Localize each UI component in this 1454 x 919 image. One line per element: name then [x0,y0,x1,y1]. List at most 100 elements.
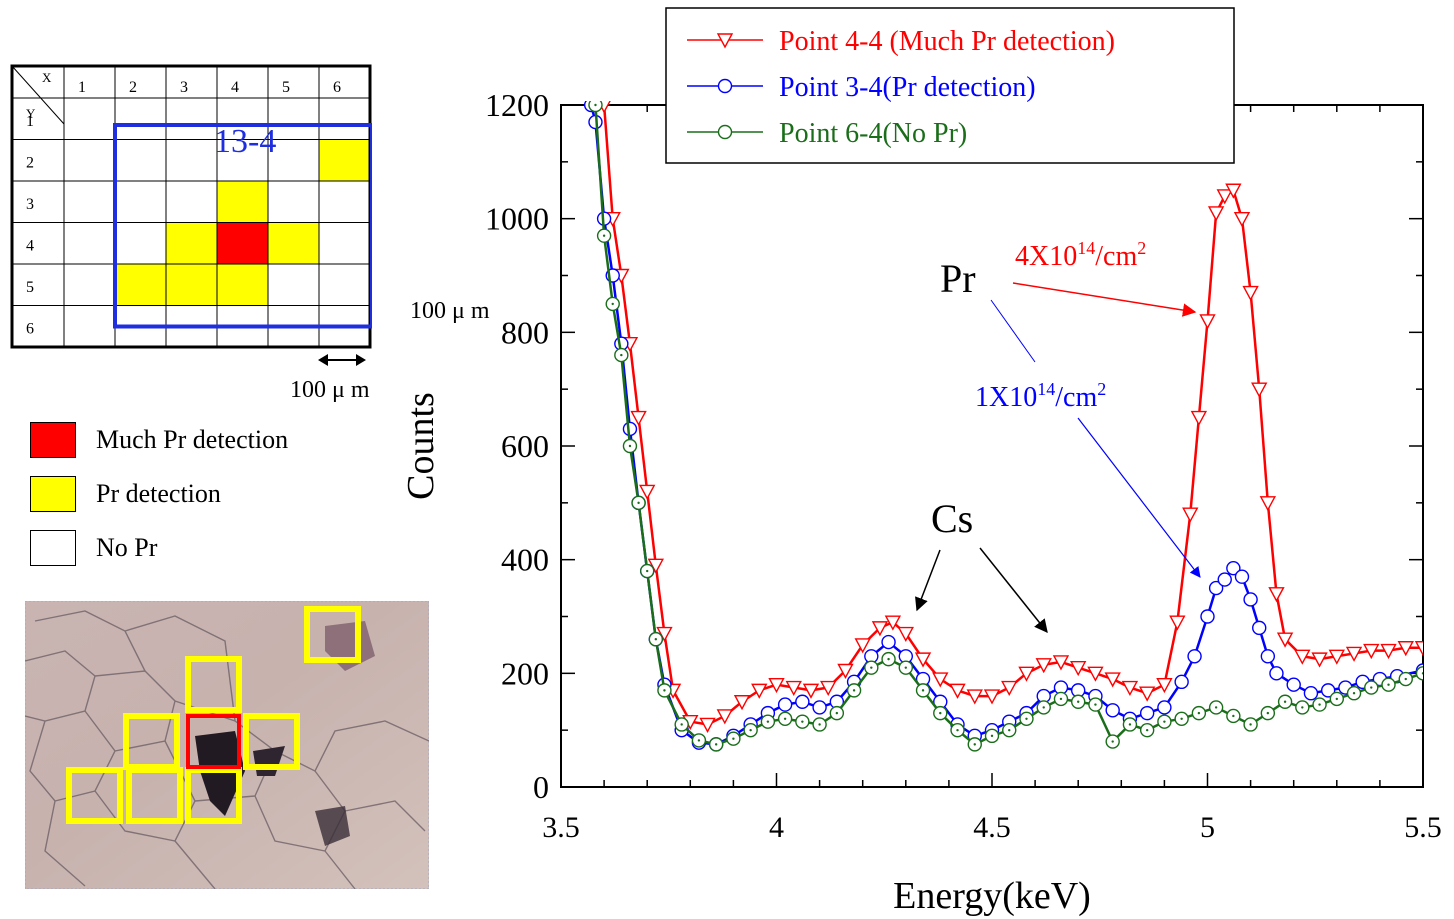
grid-corner-x-label: X [42,70,52,85]
x-tick-label: 5.5 [1404,811,1442,844]
data-point [1320,683,1336,698]
x-tick-label: 4 [769,811,784,844]
series-line-2 [594,104,1423,746]
chart-legend: Point 4-4 (Much Pr detection) Point 3-4(P… [665,7,1235,164]
data-point-dot [1077,700,1080,703]
arrow-blue-concentration [1077,417,1201,578]
grid-row-label: 2 [26,155,34,172]
data-point-dot [697,739,701,742]
data-point [1260,649,1276,664]
annotation-pr: Pr [940,256,976,301]
grid-row-label: 6 [26,321,34,338]
data-point [820,680,837,697]
data-point [1169,615,1186,631]
data-point [871,621,889,637]
data-point [1311,652,1328,668]
data-point [1328,649,1345,665]
data-point [1138,686,1156,702]
data-point [881,634,896,650]
y-tick-label: 1200 [485,87,549,123]
data-point [1294,649,1311,665]
data-point [1259,496,1277,512]
grid-cell-3-4 [166,222,217,264]
data-point [656,626,673,643]
data-point [1139,705,1155,721]
data-point [1380,643,1397,660]
x-tick-label: 5 [1200,811,1215,844]
data-point-dot [1387,683,1390,686]
legend-label: Point 3-4(Pr detection) [779,72,1036,103]
y-tick-label: 0 [533,769,549,805]
data-point [1121,680,1139,697]
legend-item-pr: Pr detection [30,476,221,512]
region-label: 13-4 [214,123,276,160]
sample-micrograph-photo [25,601,429,889]
annotation-cs: Cs [931,496,973,541]
data-point [1226,560,1241,576]
data-point [983,689,1001,705]
data-point-dot [887,657,890,661]
grid-cell-5-4 [268,222,319,264]
data-point [1001,680,1018,697]
data-point [647,558,664,574]
data-point [1190,410,1208,427]
grid-column-label: 2 [129,79,137,96]
arrow-cs-left [915,549,941,612]
annotation-red-concentration-exp: 14 [1077,238,1095,258]
grid-cell-4-4 [217,222,268,264]
data-point-dot [680,723,683,726]
y-tick-label: 400 [501,542,549,578]
data-point [1052,655,1070,671]
data-point-dot [1421,672,1423,675]
data-point [1414,641,1423,657]
data-point-dot [973,743,976,746]
data-point [837,663,854,679]
grid-cell-4-3 [217,181,268,223]
data-point [1208,580,1224,596]
data-point-dot [1301,706,1304,709]
data-point [1174,674,1189,690]
grid-cell-2-5 [115,264,166,306]
data-point-dot [646,569,649,573]
y-tick-label: 800 [501,314,549,350]
data-point-dot [749,728,752,732]
data-point [812,700,827,715]
data-point [1104,672,1121,688]
grid-corner-diagonal [11,65,65,125]
legend-swatch-no-pr [30,530,76,566]
data-point [1018,666,1035,682]
pr-detection-boxes [66,606,361,824]
grid-row-label: 1 [26,113,34,130]
data-point [1233,211,1251,228]
data-point-dot [1266,711,1270,715]
data-point-dot [1214,706,1218,709]
data-point [802,683,820,699]
annotation-blue-concentration-unit-exp: 2 [1097,379,1106,399]
legend-marker [717,78,733,94]
data-point [1156,678,1173,694]
arrow-cs-right [979,547,1048,634]
data-point-dot [818,723,821,726]
data-point [1276,632,1294,648]
data-point-dot [1008,728,1011,732]
data-point-dot [1232,714,1235,718]
grid-row-label: 5 [26,279,34,296]
y-tick-label: 1000 [485,201,549,237]
xrf-spectrum-chart: 3.5 4 4.5 5 5.5 0 200 400 600 800 1000 1200 Energy(k… [400,7,1442,917]
grid-column-label: 4 [231,79,239,96]
data-point-dot [835,711,839,715]
data-point [1242,285,1259,302]
annotation-red-concentration-base: 4X10 [1015,241,1077,272]
data-point-dot [801,720,804,723]
data-point-dot [1094,703,1097,706]
chart-series [583,101,1423,752]
data-point [1415,666,1423,681]
data-point [914,652,932,668]
legend-label: Point 4-4 (Much Pr detection) [779,26,1115,57]
data-point [699,717,716,733]
data-point [1303,686,1319,701]
series-line-0 [602,104,1423,726]
data-point [1345,646,1363,662]
dark-grain-center [195,731,245,816]
data-point [1200,609,1215,624]
